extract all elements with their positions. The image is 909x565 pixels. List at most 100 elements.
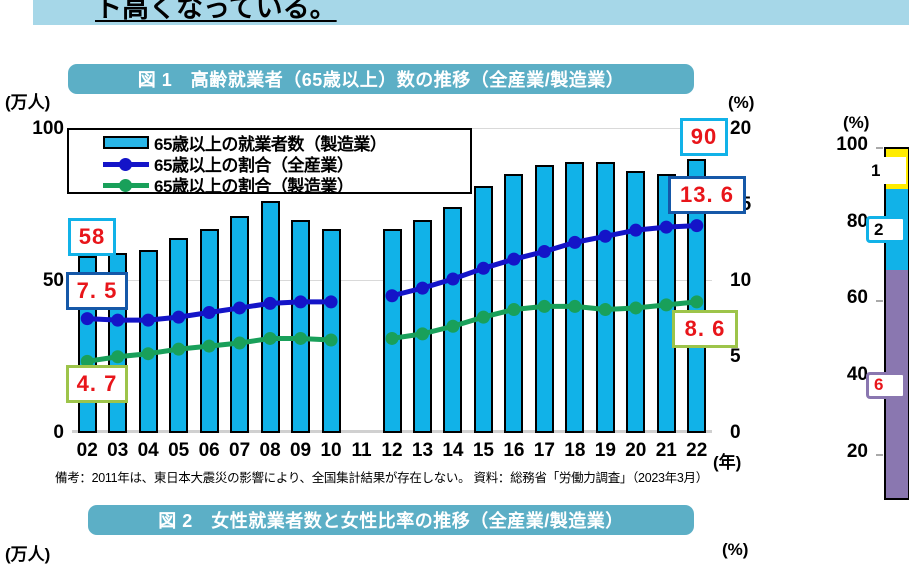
y-tick-right-10: 10 [730,270,752,291]
marker-all-03 [111,313,125,327]
right-chart-segment-label-3: 6 [866,371,906,399]
y-tick-left-100: 100 [32,118,64,139]
marker-mfg-16 [507,302,521,316]
marker-mfg-14 [446,319,460,333]
x-tick-14: 14 [442,440,464,461]
bar-10 [321,228,341,433]
figure1-left-axis-unit: (万人) [5,93,51,112]
x-tick-20: 20 [625,440,647,461]
right-chart-segment-2: 2 [866,189,909,270]
bar-17 [534,164,554,433]
marker-all-13 [415,281,429,295]
right-chart-axis-unit: (%) [843,113,870,132]
chart-legend: 65歳以上の就業者数（製造業） 65歳以上の割合（全産業） 65歳以上の割合（製… [67,128,472,196]
marker-mfg-12 [385,331,399,345]
marker-all-10 [324,295,338,309]
x-tick-12: 12 [381,440,403,461]
bar-12 [382,228,402,433]
marker-mfg-19 [598,302,612,316]
right-chart-segment-label-1: 1 [866,157,906,185]
marker-mfg-03 [111,350,125,364]
x-tick-19: 19 [594,440,616,461]
marker-all-06 [202,306,216,320]
right-chart-tick-40: 40 [846,364,868,386]
marker-all-07 [233,301,247,315]
marker-all-08 [263,296,277,310]
legend-green-line-icon [103,177,149,193]
bar-05 [169,237,189,433]
marker-all-22 [690,219,704,233]
marker-all-20 [629,223,643,237]
legend-item-bars: 65歳以上の就業者数（製造業） [75,132,470,154]
y-tick-left-0: 0 [53,422,64,443]
marker-all-12 [385,289,399,303]
marker-all-21 [659,220,673,234]
callout-bars-start: 58 [68,218,116,256]
line-series-svg [80,219,704,368]
x-tick-09: 09 [289,440,312,461]
x-tick-10: 10 [320,440,342,461]
right-chart-tick-60: 60 [846,287,868,309]
right-chart-tickmark-100 [876,147,883,149]
right-partial-chart: 100 80 60 40 20 1 2 6 [820,100,909,564]
y-tick-right-5: 5 [730,346,741,367]
x-tick-07: 07 [229,440,251,461]
callout-bars-end: 90 [680,118,728,156]
marker-mfg-06 [202,339,216,353]
marker-all-02 [80,312,94,326]
marker-mfg-09 [294,331,308,345]
callout-green-end: 8. 6 [672,310,738,348]
bar-18 [565,161,585,433]
top-banner-heading: ト高くなっている。 [95,0,337,23]
marker-mfg-04 [141,347,155,361]
figure1-footnote: 備考：2011年は、東日本大震災の影響により、全国集計結果が存在しない。 資料：… [55,471,708,485]
x-tick-17: 17 [533,440,555,461]
bar-06 [199,228,219,433]
y-tick-left-50: 50 [42,270,64,291]
callout-blue-start: 7. 5 [66,272,128,310]
x-tick-21: 21 [655,440,677,461]
marker-mfg-15 [476,310,490,324]
x-tick-18: 18 [564,440,586,461]
marker-all-15 [476,261,490,275]
marker-mfg-22 [690,295,704,309]
x-tick-02: 02 [76,440,98,461]
marker-all-09 [294,295,308,309]
x-tick-04: 04 [137,440,159,461]
legend-label-bars: 65歳以上の就業者数（製造業） [154,135,387,154]
x-tick-22: 22 [686,440,708,461]
marker-mfg-21 [659,298,673,312]
right-chart-tickmark-20 [876,453,883,456]
marker-mfg-08 [263,331,277,345]
legend-blue-line-icon [103,156,149,172]
x-tick-13: 13 [411,440,434,461]
marker-mfg-17 [537,299,551,313]
x-tick-08: 08 [259,440,281,461]
x-tick-06: 06 [198,440,220,461]
x-tick-11: 11 [351,440,372,461]
right-chart-tick-80: 80 [846,210,868,232]
legend-bar-swatch-icon [103,136,149,149]
x-tick-15: 15 [472,440,494,461]
right-chart-segment-3: 6 [866,269,909,500]
legend-label-green-line: 65歳以上の割合（製造業） [154,177,354,196]
legend-item-green-line: 65歳以上の割合（製造業） [75,174,470,196]
marker-all-04 [141,313,155,327]
bar-08 [260,201,280,433]
marker-mfg-13 [415,327,429,341]
right-chart-tick-100: 100 [836,134,868,155]
marker-mfg-05 [172,342,186,356]
right-chart-segment-1: 1 [866,147,909,190]
right-chart-tick-20: 20 [846,440,868,462]
right-chart-stacked-bar: 1 2 6 [866,147,909,500]
x-axis-unit: (年) [713,453,742,472]
marker-mfg-07 [233,336,247,350]
bar-09 [291,219,311,433]
marker-mfg-20 [629,301,643,315]
callout-blue-end: 13. 6 [668,176,746,214]
figure1-title: 図 1 高齢就業者（65歳以上）数の推移（全産業/製造業） [68,64,694,94]
figure2-title: 図 2 女性就業者数と女性比率の推移（全産業/製造業） [88,505,694,535]
legend-label-blue-line: 65歳以上の割合（全産業） [154,156,354,175]
marker-mfg-02 [80,354,94,368]
y-tick-right-0: 0 [730,422,741,443]
